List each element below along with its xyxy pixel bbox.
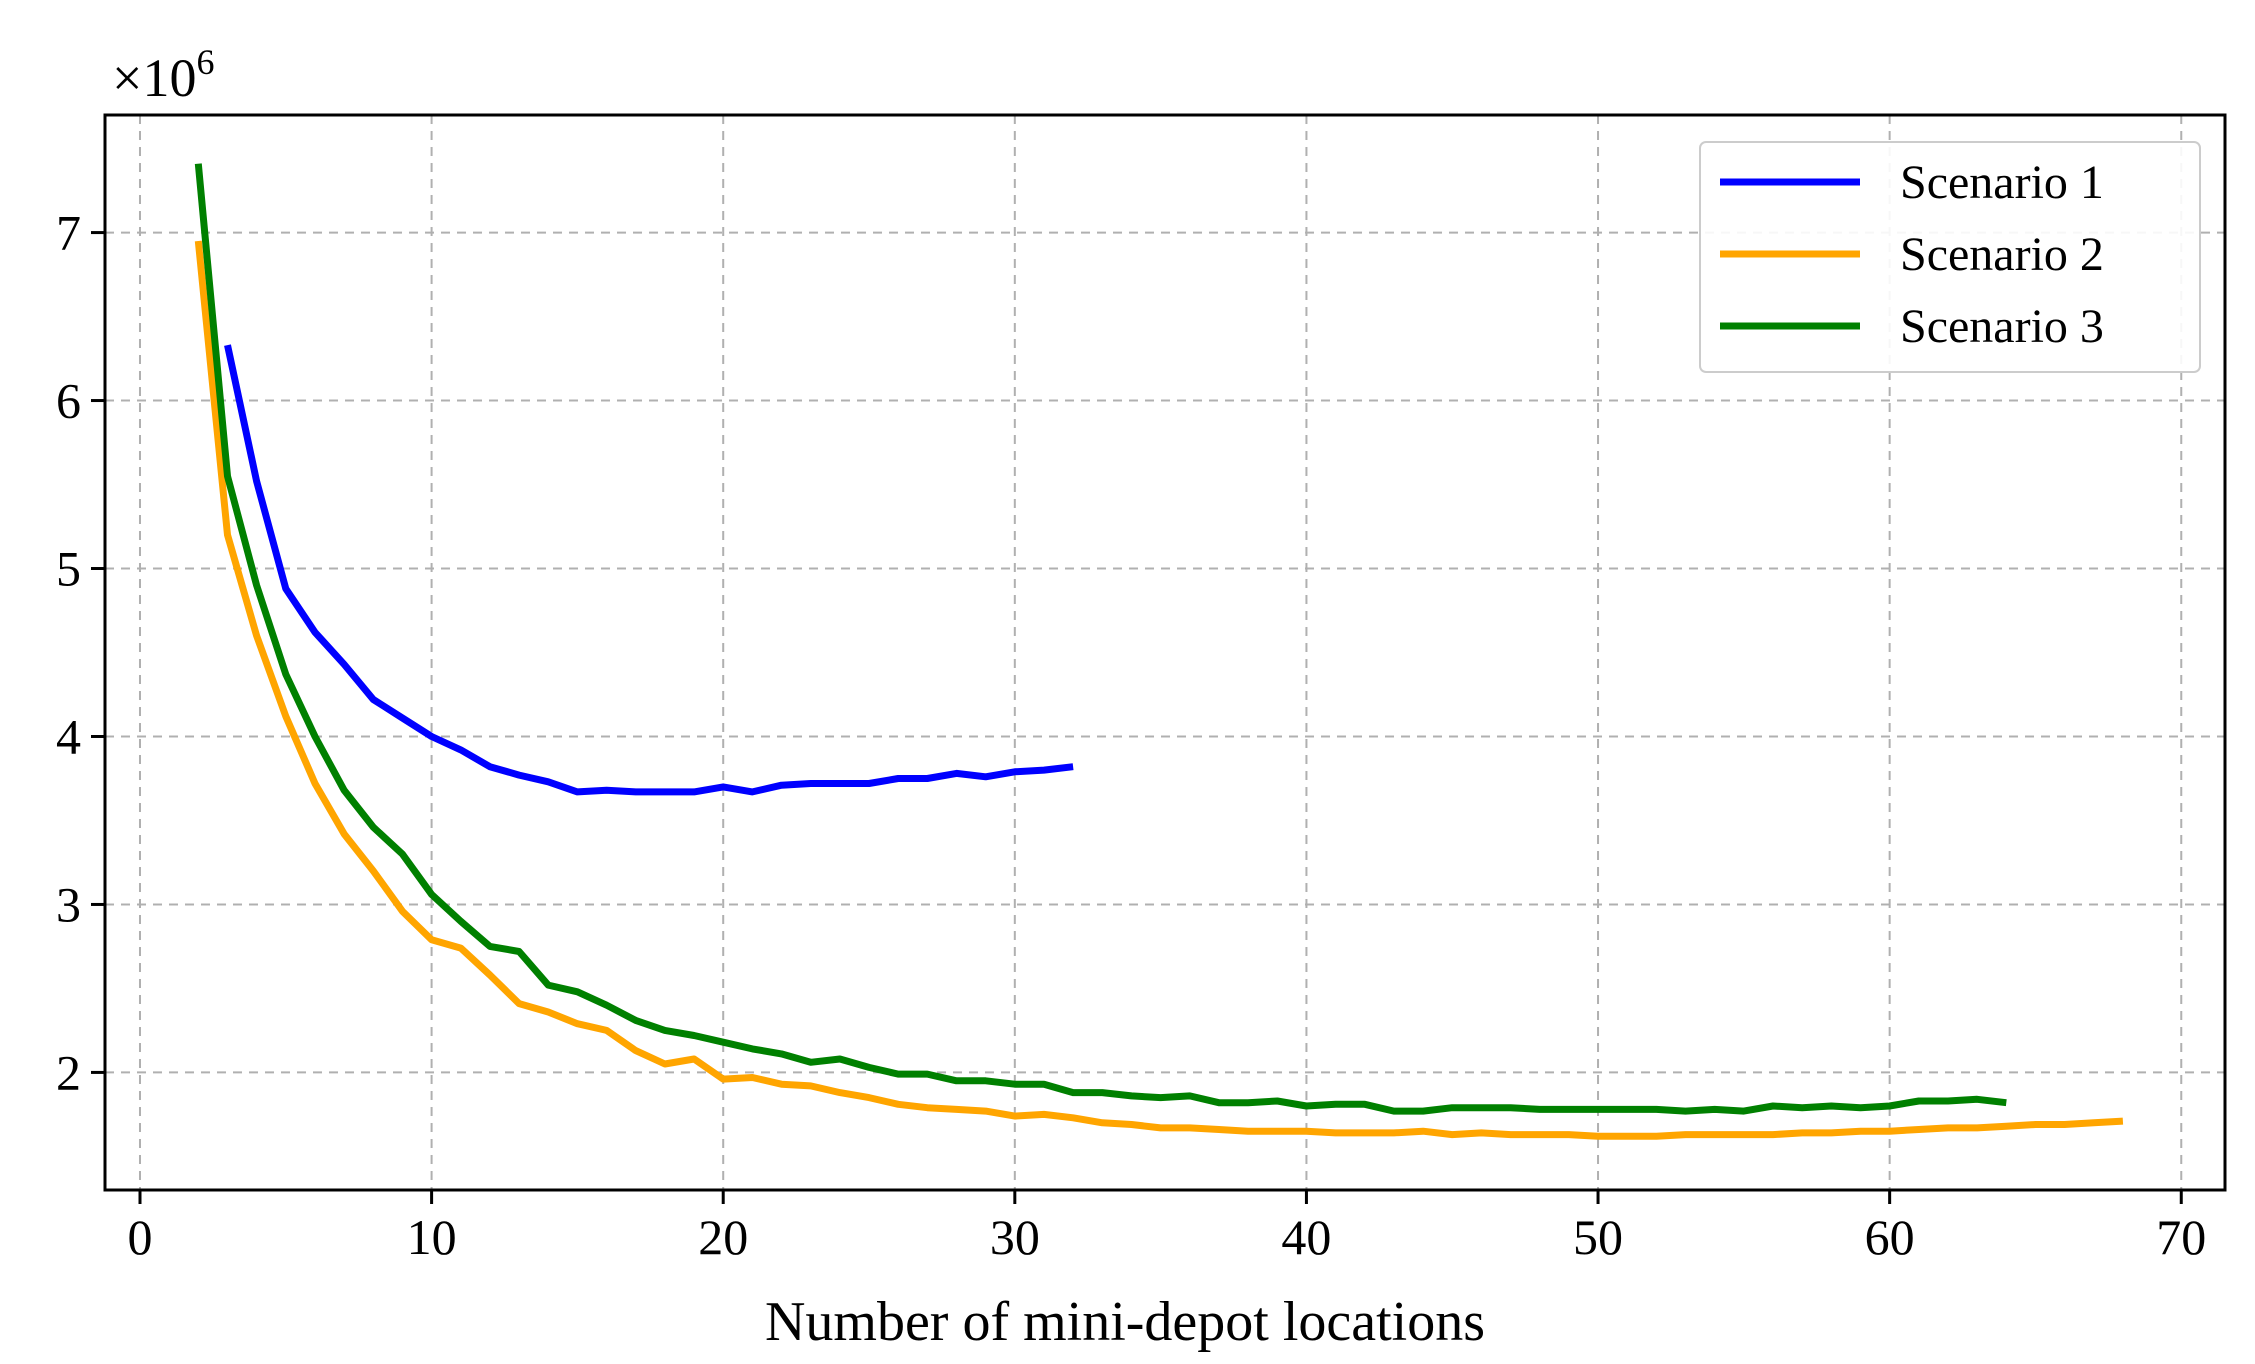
y-axis-multiplier: ×106 xyxy=(112,42,214,108)
legend: Scenario 1 Scenario 2 Scenario 3 xyxy=(1699,141,2201,373)
series-line-1 xyxy=(224,344,1074,796)
y-tick-label: 5 xyxy=(56,541,81,597)
legend-items: Scenario 1 Scenario 2 Scenario 3 xyxy=(1720,156,2104,353)
y-axis-ticks: 2 3 4 5 6 7 xyxy=(56,205,105,1100)
y-tick-label: 3 xyxy=(56,876,81,932)
x-tick-label: 70 xyxy=(2156,1209,2206,1265)
y-tick-label: 6 xyxy=(56,373,81,429)
legend-label-3: Scenario 3 xyxy=(1900,300,2104,353)
series-lines xyxy=(194,163,2124,1140)
plot-frame xyxy=(103,113,2227,1192)
x-tick-label: 10 xyxy=(407,1209,457,1265)
legend-label-2: Scenario 2 xyxy=(1900,228,2104,281)
x-tick-label: 60 xyxy=(1865,1209,1915,1265)
y-tick-label: 4 xyxy=(56,708,81,764)
legend-box xyxy=(1699,141,2201,373)
x-axis-ticks: 0 10 20 30 40 50 60 70 xyxy=(127,1190,2206,1265)
x-tick-label: 30 xyxy=(990,1209,1040,1265)
y-tick-label: 2 xyxy=(56,1044,81,1100)
x-tick-label: 50 xyxy=(1573,1209,1623,1265)
x-tick-label: 40 xyxy=(1281,1209,1331,1265)
series-line-2 xyxy=(194,240,2124,1140)
y-tick-label: 7 xyxy=(56,205,81,261)
legend-label-1: Scenario 1 xyxy=(1900,156,2104,209)
y-multiplier-base: ×10 xyxy=(112,48,196,108)
x-tick-label: 20 xyxy=(698,1209,748,1265)
y-multiplier-exponent: 6 xyxy=(196,42,214,82)
x-tick-label: 0 xyxy=(127,1209,152,1265)
x-axis-label: Number of mini-depot locations xyxy=(765,1291,1485,1353)
series-line-3 xyxy=(194,163,2007,1115)
